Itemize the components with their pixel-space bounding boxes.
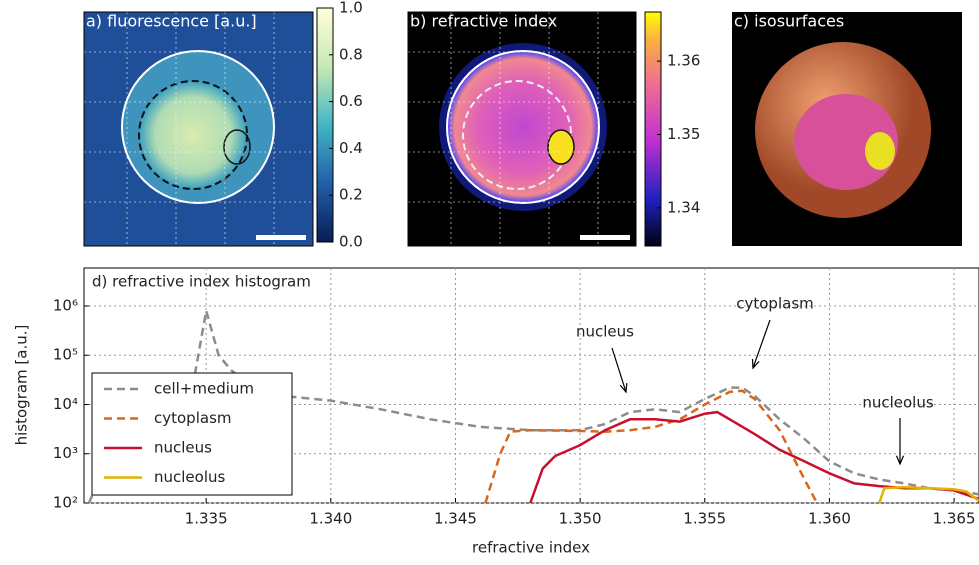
colorbar-tick-label: 0.0 — [339, 233, 363, 251]
annotation-arrow — [611, 347, 627, 393]
y-tick-label: 10⁴ — [53, 395, 78, 413]
colorbar-tick-label: 1.0 — [339, 0, 363, 17]
colorbar-tick-label: 0.2 — [339, 186, 363, 204]
legend-label: cytoplasm — [154, 409, 232, 427]
x-tick-label: 1.355 — [683, 510, 726, 528]
legend-label: nucleus — [154, 439, 212, 457]
panel-title: c) isosurfaces — [734, 12, 844, 31]
annotation: cytoplasm — [736, 295, 814, 313]
image-grids — [84, 12, 636, 246]
panel-title: a) fluorescence [a.u.] — [86, 12, 257, 31]
colorbar — [644, 11, 662, 247]
y-tick-label: 10⁶ — [53, 296, 78, 314]
annotation-arrowhead — [619, 382, 628, 394]
x-tick-label: 1.340 — [309, 510, 352, 528]
refractive-index-image — [408, 12, 636, 246]
plot-lines — [87, 310, 979, 503]
series-line — [87, 310, 979, 503]
series-line — [878, 485, 979, 503]
x-tick-label: 1.335 — [185, 510, 228, 528]
x-tick-label: 1.365 — [933, 510, 976, 528]
annotation: nucleolus — [862, 394, 934, 412]
legend-box — [91, 372, 293, 496]
colorbar-tick-label: 1.34 — [667, 198, 700, 216]
annotation: nucleus — [576, 323, 634, 341]
chart-title: d) refractive index histogram — [92, 273, 311, 291]
colorbar-tick-label: 1.35 — [667, 125, 700, 143]
panel-title: b) refractive index — [410, 12, 557, 31]
frame — [407, 11, 637, 247]
x-tick-label: 1.350 — [559, 510, 602, 528]
colorbar-tick-label: 1.36 — [667, 52, 700, 70]
annotation-arrowhead — [895, 455, 905, 466]
legend-label: cell+medium — [154, 380, 254, 398]
colorbar-tick-label: 0.4 — [339, 139, 363, 157]
y-tick-label: 10³ — [53, 444, 78, 462]
colorbar — [316, 7, 334, 243]
series-line — [484, 389, 819, 503]
fluorescence-image — [84, 12, 313, 246]
y-tick-label: 10² — [53, 494, 78, 512]
colorbar-tick-label: 0.6 — [339, 92, 363, 110]
annotation-arrow — [752, 319, 771, 369]
x-tick-label: 1.345 — [434, 510, 477, 528]
legend-label: nucleolus — [154, 468, 226, 486]
x-tick-label: 1.360 — [808, 510, 851, 528]
frame — [83, 11, 314, 247]
y-tick-label: 10⁵ — [53, 346, 78, 364]
x-axis-label: refractive index — [472, 539, 590, 557]
y-axis-label: histogram [a.u.] — [13, 325, 31, 446]
annotation-arrowhead — [751, 358, 760, 370]
isosurface-image — [732, 12, 962, 246]
colorbar-tick-label: 0.8 — [339, 45, 363, 63]
